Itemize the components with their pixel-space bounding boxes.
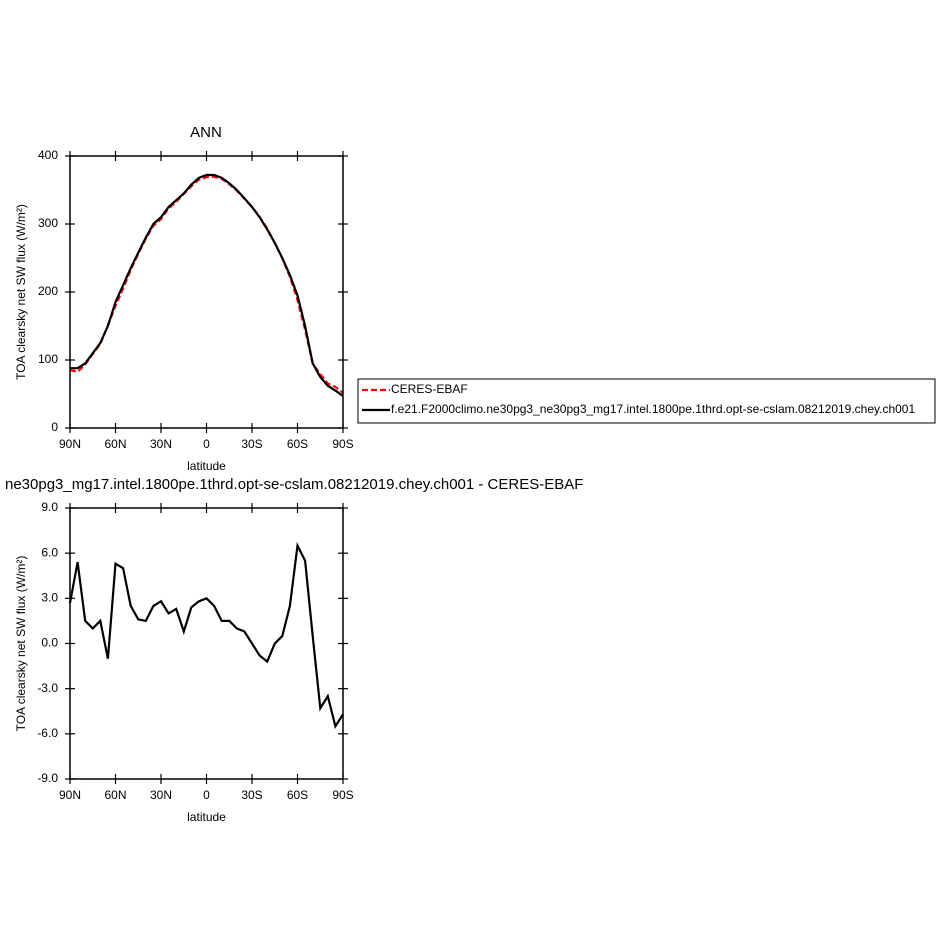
y-tick-label: -6.0 (37, 726, 58, 740)
x-tick-label: 30S (241, 788, 262, 802)
data-line (68, 541, 344, 730)
plot-frame (69, 155, 344, 429)
y-tick-label: 6.0 (41, 545, 58, 559)
legend-label: f.e21.F2000climo.ne30pg3_ne30pg3_mg17.in… (391, 402, 915, 416)
x-tick-label: 60S (287, 788, 308, 802)
y-tick-label: 3.0 (41, 591, 58, 605)
data-line (69, 175, 344, 394)
x-tick-label: 90S (332, 788, 353, 802)
x-axis-label: latitude (187, 810, 226, 824)
y-axis-label: TOA clearsky net SW flux (W/m²) (14, 204, 28, 380)
data-line (70, 173, 344, 397)
chart-title: ne30pg3_mg17.intel.1800pe.1thrd.opt-se-c… (5, 476, 583, 493)
y-tick-label: 400 (38, 148, 58, 162)
chart-title: ANN (190, 124, 222, 141)
x-tick-label: 90N (59, 788, 81, 802)
x-tick-label: 30N (150, 437, 172, 451)
y-tick-label: -9.0 (37, 771, 58, 785)
x-tick-label: 60N (104, 437, 126, 451)
y-axis-label: TOA clearsky net SW flux (W/m²) (14, 556, 28, 732)
y-tick-label: 100 (38, 352, 58, 366)
x-tick-label: 30S (241, 437, 262, 451)
x-tick-label: 0 (203, 437, 210, 451)
legend-box (357, 378, 936, 424)
x-tick-label: 90S (332, 437, 353, 451)
x-tick-label: 30N (150, 788, 172, 802)
y-tick-label: 9.0 (41, 500, 58, 514)
y-tick-label: 0 (51, 420, 58, 434)
y-tick-label: -3.0 (37, 681, 58, 695)
y-tick-label: 0.0 (41, 636, 58, 650)
x-tick-label: 90N (59, 437, 81, 451)
x-tick-label: 60S (287, 437, 308, 451)
legend-label: CERES-EBAF (391, 382, 468, 396)
x-axis-label: latitude (187, 459, 226, 473)
plot-frame (69, 507, 344, 780)
y-tick-label: 200 (38, 284, 58, 298)
y-tick-label: 300 (38, 216, 58, 230)
x-tick-label: 60N (104, 788, 126, 802)
x-tick-label: 0 (203, 788, 210, 802)
